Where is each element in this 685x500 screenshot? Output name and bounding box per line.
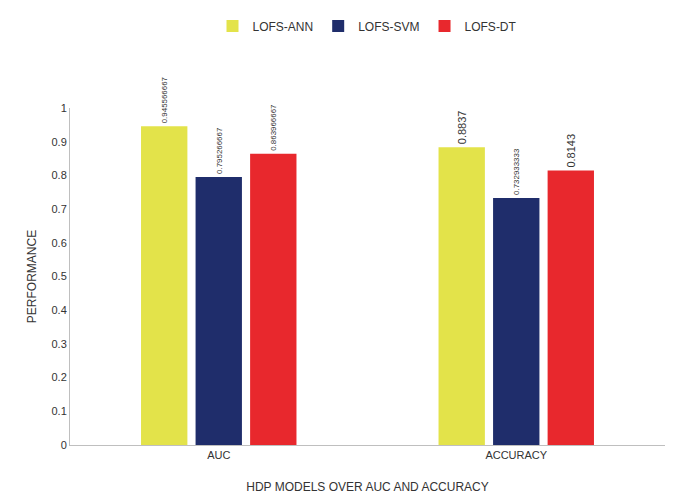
svg-text:0.2: 0.2 <box>52 371 67 383</box>
svg-text:0.5: 0.5 <box>52 270 67 282</box>
svg-text:LOFS-SVM: LOFS-SVM <box>358 20 419 34</box>
svg-text:0.795266667: 0.795266667 <box>215 128 224 174</box>
svg-text:0.9: 0.9 <box>52 136 67 148</box>
svg-text:0.3: 0.3 <box>52 338 67 350</box>
svg-text:0.863966667: 0.863966667 <box>269 105 278 151</box>
svg-text:AUC: AUC <box>207 449 230 461</box>
svg-text:0.1: 0.1 <box>52 405 67 417</box>
svg-text:0: 0 <box>61 439 67 451</box>
svg-text:0.7: 0.7 <box>52 203 67 215</box>
svg-text:PERFORMANCE: PERFORMANCE <box>25 230 39 323</box>
svg-text:0.732933333: 0.732933333 <box>512 148 521 195</box>
svg-text:LOFS-ANN: LOFS-ANN <box>253 20 314 34</box>
svg-text:0.945566667: 0.945566667 <box>160 77 169 123</box>
svg-text:0.8: 0.8 <box>52 169 67 181</box>
svg-text:HDP MODELS OVER AUC AND ACCURA: HDP MODELS OVER AUC AND ACCURACY <box>246 480 489 494</box>
svg-text:LOFS-DT: LOFS-DT <box>465 20 517 34</box>
svg-text:0.6: 0.6 <box>52 237 67 249</box>
svg-text:0.8837: 0.8837 <box>456 111 468 145</box>
svg-text:ACCURACY: ACCURACY <box>485 449 547 461</box>
svg-text:1: 1 <box>61 102 67 114</box>
svg-text:0.8143: 0.8143 <box>565 134 577 168</box>
svg-text:0.4: 0.4 <box>52 304 67 316</box>
